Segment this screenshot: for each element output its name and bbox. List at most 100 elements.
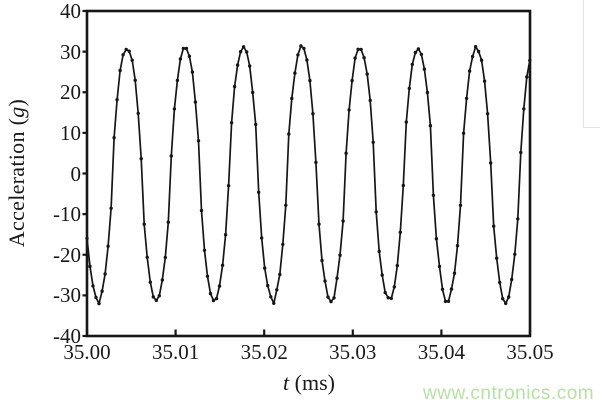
data-point-marker	[495, 256, 499, 260]
watermark-text: www.cntronics.com	[423, 383, 595, 404]
data-point-marker	[136, 111, 140, 116]
data-point-marker	[332, 296, 336, 300]
x-tick-label: 35.04	[417, 340, 466, 364]
data-point-marker	[193, 100, 198, 104]
data-point-marker	[175, 78, 180, 83]
data-point-marker	[139, 157, 143, 161]
data-point-marker	[419, 52, 424, 57]
data-point-marker	[476, 49, 481, 54]
data-point-marker	[365, 72, 369, 76]
data-point-marker	[214, 296, 219, 301]
data-point-marker	[401, 183, 405, 188]
x-tick-label: 35.03	[329, 340, 377, 364]
data-point-marker	[208, 291, 213, 296]
data-point-marker	[157, 294, 161, 298]
data-point-marker	[410, 62, 414, 67]
data-point-marker	[437, 264, 442, 269]
data-point-marker	[296, 53, 300, 57]
data-point-marker	[513, 252, 517, 256]
data-point-marker	[148, 280, 152, 284]
data-point-marker	[449, 287, 454, 291]
data-point-marker	[492, 224, 496, 228]
data-point-marker	[241, 45, 246, 49]
data-point-marker	[452, 271, 457, 275]
data-point-marker	[413, 50, 418, 55]
data-point-marker	[287, 132, 291, 136]
data-point-marker	[386, 296, 390, 300]
data-point-marker	[169, 154, 173, 158]
data-point-marker	[260, 236, 264, 240]
data-point-marker	[479, 58, 484, 62]
data-point-marker	[473, 45, 478, 49]
data-point-marker	[498, 280, 502, 285]
y-tick-label: -20	[53, 242, 81, 267]
data-point-marker	[314, 160, 318, 165]
y-axis-title-suffix: )	[4, 98, 29, 107]
data-point-marker	[347, 108, 351, 112]
data-point-marker	[422, 67, 427, 71]
data-point-marker	[293, 71, 297, 75]
data-point-marker	[371, 140, 375, 144]
x-axis-title-italic: t	[283, 370, 290, 395]
y-tick-label: 10	[60, 120, 81, 145]
data-point-marker	[368, 98, 372, 103]
data-point-marker	[344, 151, 348, 155]
data-point-marker	[458, 203, 463, 208]
x-tick-label: 35.00	[63, 340, 111, 364]
data-point-marker	[416, 47, 421, 51]
data-point-marker	[326, 295, 330, 299]
data-point-marker	[389, 296, 393, 301]
data-point-marker	[350, 78, 354, 83]
data-point-marker	[338, 253, 342, 257]
y-tick-label: -30	[53, 283, 81, 308]
data-point-marker	[172, 107, 177, 111]
data-point-marker	[323, 279, 327, 283]
data-point-marker	[482, 79, 487, 83]
data-point-marker	[380, 273, 384, 277]
data-point-marker	[130, 58, 134, 62]
data-point-marker	[320, 258, 324, 263]
data-point-marker	[245, 50, 249, 54]
data-point-marker	[127, 49, 131, 53]
data-point-marker	[431, 193, 436, 197]
data-point-marker	[112, 136, 116, 140]
data-point-marker	[284, 203, 288, 207]
data-point-marker	[251, 90, 255, 95]
data-point-marker	[504, 301, 508, 306]
y-tick-label: -40	[53, 324, 81, 348]
x-tick-label: 35.01	[151, 340, 200, 364]
data-point-marker	[133, 78, 137, 83]
data-point-marker	[275, 288, 279, 292]
data-point-marker	[229, 121, 234, 125]
data-point-marker	[398, 230, 402, 234]
data-point-marker	[94, 295, 98, 300]
data-point-marker	[109, 206, 113, 210]
data-point-marker	[501, 297, 505, 301]
data-point-marker	[308, 78, 312, 83]
x-tick-label: 35.02	[240, 340, 288, 364]
x-tick-label: 35.05	[506, 340, 554, 364]
data-point-marker	[97, 301, 101, 306]
data-point-marker	[489, 161, 493, 165]
data-point-marker	[281, 242, 285, 247]
data-point-marker	[196, 139, 201, 143]
y-tick-label: -10	[53, 202, 81, 227]
data-point-marker	[516, 217, 520, 221]
data-point-marker	[226, 184, 231, 188]
data-point-marker	[263, 266, 267, 270]
y-tick-label: 30	[60, 39, 81, 64]
data-point-marker	[392, 285, 396, 289]
data-point-marker	[353, 56, 357, 60]
data-point-marker	[269, 295, 273, 299]
data-point-marker	[341, 219, 345, 223]
data-point-marker	[103, 272, 107, 276]
data-point-marker	[519, 150, 523, 155]
data-point-marker	[374, 210, 378, 214]
data-point-marker	[299, 44, 303, 48]
y-axis-title-italic: g	[4, 106, 29, 118]
data-point-marker	[522, 107, 526, 111]
data-point-marker	[223, 233, 228, 237]
data-point-marker	[91, 284, 95, 288]
